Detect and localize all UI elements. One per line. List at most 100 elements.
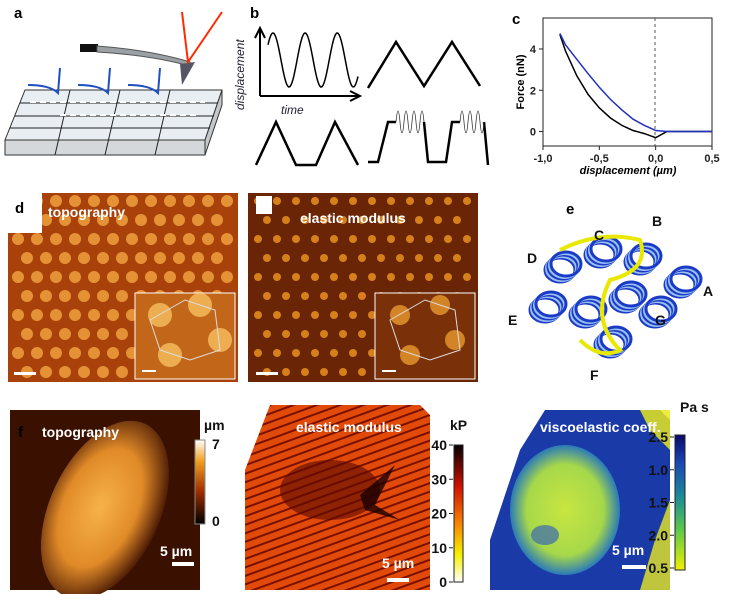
lattice-spot — [311, 273, 319, 281]
lattice-spot — [21, 252, 33, 264]
lattice-spot — [202, 195, 214, 207]
lattice-spot — [425, 197, 433, 205]
lattice-spot — [88, 271, 100, 283]
lattice-spot — [21, 328, 33, 340]
lattice-spot — [387, 273, 395, 281]
lattice-spot — [221, 271, 233, 283]
c-xlabel: displacement (µm) — [580, 165, 677, 177]
lattice-spot — [282, 330, 290, 338]
lattice-spot — [59, 328, 71, 340]
lattice-spot — [31, 271, 43, 283]
lattice-spot — [330, 235, 338, 243]
lattice-spot — [273, 197, 281, 205]
lattice-spot — [40, 252, 52, 264]
lattice-spot — [282, 216, 290, 224]
lattice-spot — [135, 214, 147, 226]
c-ytick-label: 4 — [530, 44, 537, 56]
lattice-spot — [387, 235, 395, 243]
lattice-spot — [50, 309, 62, 321]
lattice-spot — [78, 290, 90, 302]
lattice-spot — [330, 273, 338, 281]
panel-label-c: c — [512, 11, 520, 28]
lattice-spot — [50, 233, 62, 245]
colorbar-tick-label: 2.0 — [649, 527, 669, 543]
lattice-spot — [273, 235, 281, 243]
lattice-spot — [78, 252, 90, 264]
lattice-spot — [339, 330, 347, 338]
lattice-spot — [349, 235, 357, 243]
lattice-spot — [221, 195, 233, 207]
helix-ring — [534, 290, 568, 318]
f-topo-tick-min: 0 — [212, 513, 220, 529]
lattice-spot — [349, 197, 357, 205]
lattice-spot — [88, 309, 100, 321]
lattice-spot — [368, 197, 376, 205]
f-elastic-unit: kP — [450, 417, 467, 433]
lattice-spot — [273, 349, 281, 357]
lattice-spot — [88, 233, 100, 245]
lattice-spot — [358, 216, 366, 224]
lattice-spot — [311, 235, 319, 243]
f-topography-unit: µm — [204, 417, 225, 433]
lattice-spot — [173, 214, 185, 226]
lattice-spot — [97, 328, 109, 340]
lattice-spot — [107, 233, 119, 245]
lattice-spot — [453, 216, 461, 224]
lattice-spot — [273, 311, 281, 319]
lattice-spot — [263, 292, 271, 300]
lattice-spot — [59, 366, 71, 378]
c-xtick-label: 0,0 — [648, 153, 663, 165]
lattice-spot — [12, 309, 24, 321]
lattice-spot — [339, 216, 347, 224]
lattice-spot — [97, 290, 109, 302]
lattice-spot — [311, 349, 319, 357]
e-inset-outline — [389, 299, 461, 361]
f-visco-colorbar — [674, 434, 686, 571]
helix-label-g: G — [655, 312, 666, 328]
lattice-spot — [387, 197, 395, 205]
lattice-spot — [263, 330, 271, 338]
lattice-spot — [282, 292, 290, 300]
f-elastic-scale-bar — [387, 578, 409, 582]
lattice-spot — [116, 366, 128, 378]
lattice-spot — [211, 214, 223, 226]
lattice-spot — [377, 216, 385, 224]
panel-label-a: a — [14, 5, 23, 22]
lattice-spot — [263, 254, 271, 262]
panel-b: b displacement time — [233, 5, 490, 167]
colorbar-tick-label: 30 — [431, 471, 447, 487]
f-elastic-title: elastic modulus — [296, 419, 402, 435]
helix-ring — [549, 250, 583, 278]
lattice-spot — [183, 271, 195, 283]
f-visco-nucleus — [510, 445, 620, 575]
f-visco-title: viscoelastic coeff. — [540, 419, 661, 435]
lattice-spot — [192, 214, 204, 226]
lattice-spot — [349, 273, 357, 281]
cantilever — [96, 45, 191, 67]
lattice-spot — [31, 309, 43, 321]
lattice-spot — [339, 368, 347, 376]
colorbar-tick-label: 1.0 — [649, 462, 669, 478]
lattice-spot — [444, 273, 452, 281]
c-xtick-label: -0,5 — [590, 153, 609, 165]
lattice-spot — [368, 311, 376, 319]
lattice-spot — [31, 347, 43, 359]
lattice-spot — [311, 311, 319, 319]
lattice-spot — [69, 195, 81, 207]
helix-ring — [574, 295, 608, 323]
f-visco-unit: Pa s — [680, 399, 709, 415]
lattice-spot — [396, 254, 404, 262]
c-xtick-label: 0,5 — [704, 153, 719, 165]
lattice-spot — [425, 273, 433, 281]
lattice-spot — [292, 349, 300, 357]
lattice-spot — [301, 292, 309, 300]
panel-label-e: e — [566, 201, 574, 218]
lattice-spot — [292, 311, 300, 319]
lattice-spot — [301, 330, 309, 338]
lattice-spot — [311, 197, 319, 205]
lattice-spot — [415, 254, 423, 262]
lattice-spot — [320, 292, 328, 300]
lattice-spot — [202, 271, 214, 283]
